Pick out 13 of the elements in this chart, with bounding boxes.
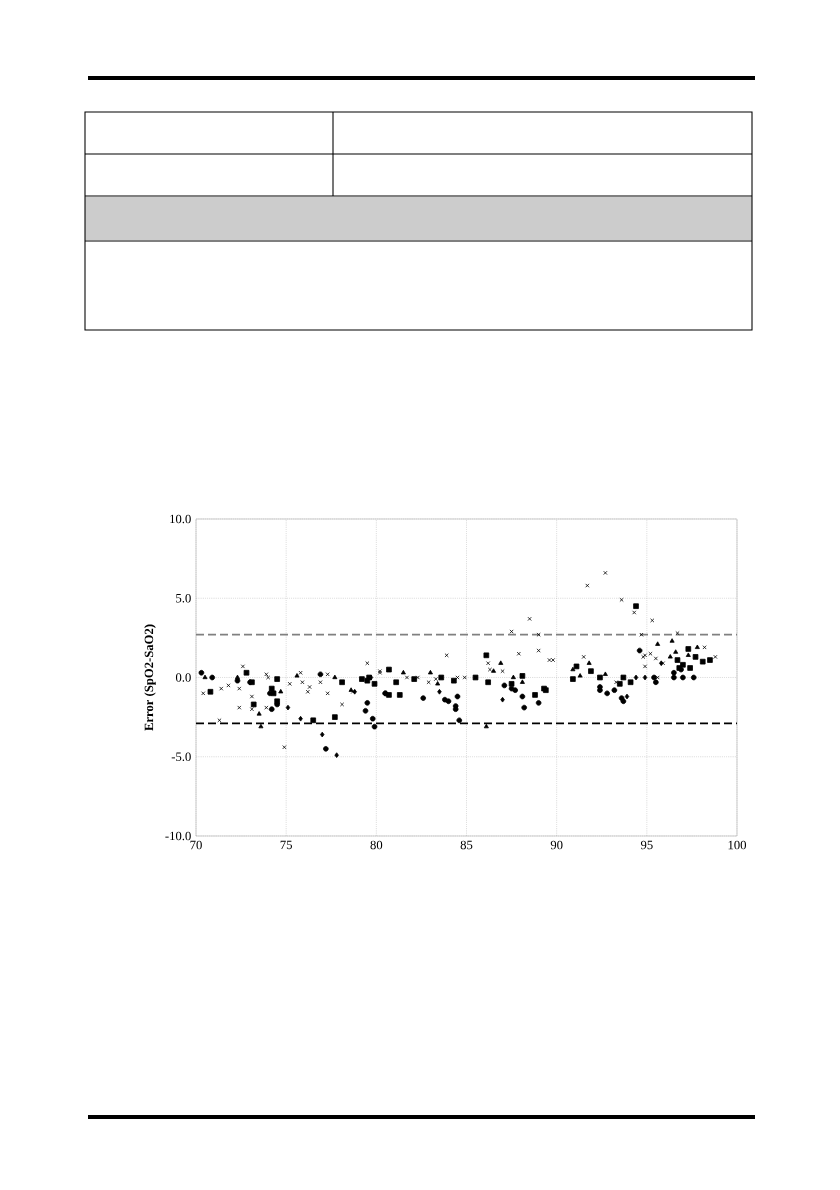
x-tick-label: 70 bbox=[190, 840, 202, 850]
y-tick-label: 10.0 bbox=[170, 514, 191, 524]
x-tick-label: 95 bbox=[640, 840, 653, 850]
x-tick-label: 85 bbox=[460, 840, 473, 850]
x-tick-label: 90 bbox=[550, 840, 563, 850]
y-axis-title: Error (SpO2-SaO2) bbox=[144, 624, 156, 731]
y-tick-label: 5.0 bbox=[176, 593, 191, 603]
x-tick-label: 75 bbox=[280, 840, 292, 850]
y-tick-label: 0.0 bbox=[175, 673, 191, 682]
x-tick-label: 80 bbox=[370, 840, 383, 850]
x-tick-label: 100 bbox=[728, 840, 747, 850]
y-tick-label: -10.0 bbox=[165, 831, 191, 841]
y-tick-label: -5.0 bbox=[171, 752, 191, 762]
